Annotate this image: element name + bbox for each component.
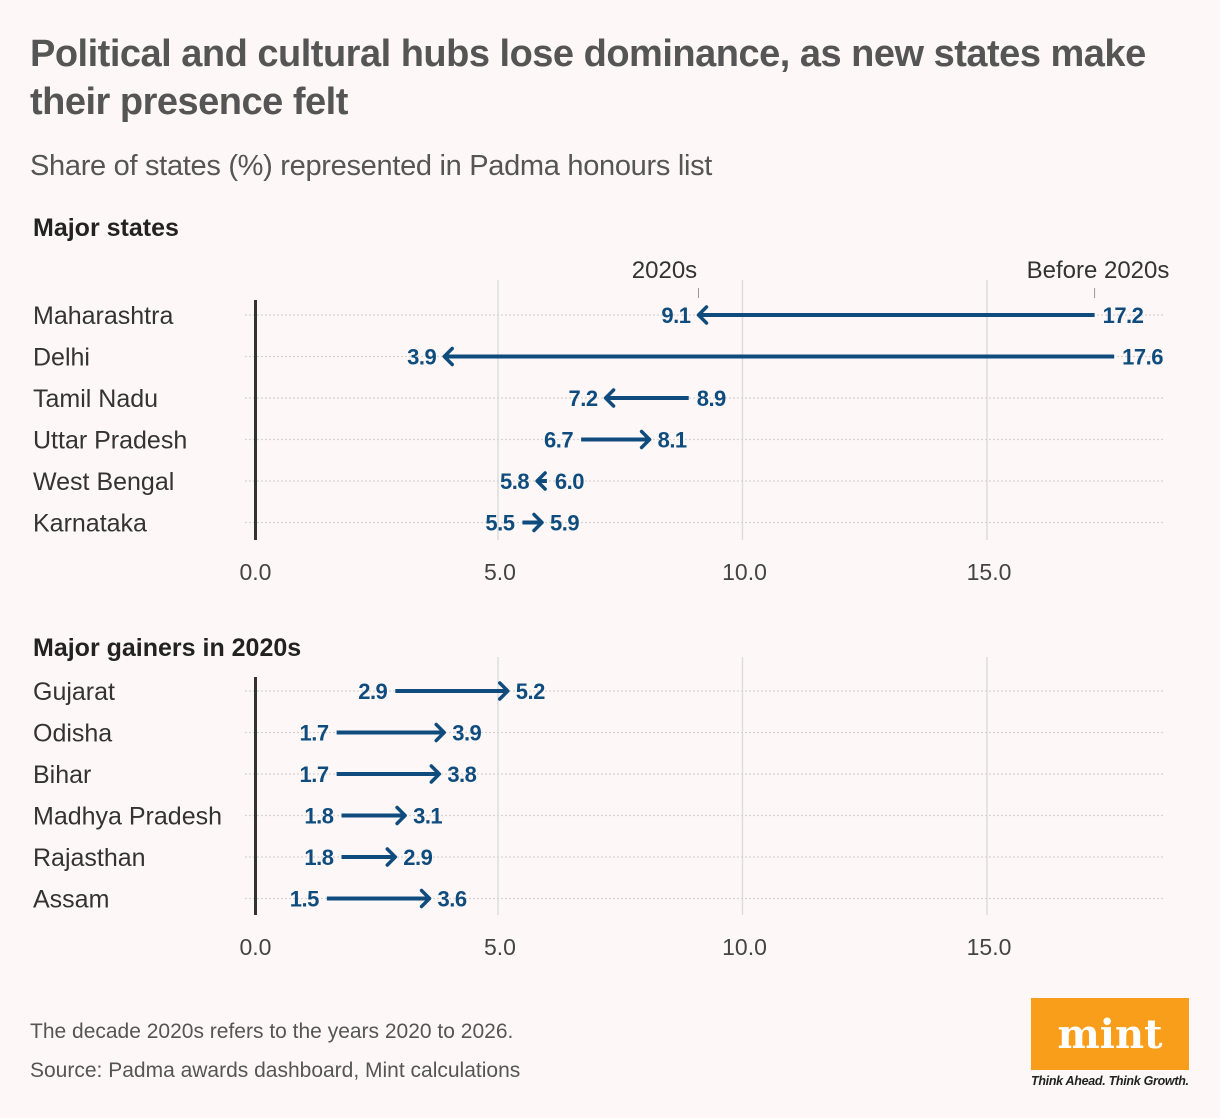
value-label-before-2020s: 1.7 (300, 762, 329, 787)
panel-title: Major gainers in 2020s (33, 634, 301, 662)
x-tick-label: 10.0 (722, 559, 767, 585)
category-label: Assam (33, 886, 109, 914)
value-label-before-2020s: 1.8 (304, 804, 333, 829)
category-label: Odisha (33, 720, 112, 748)
value-label-2020s: 5.2 (516, 679, 545, 704)
value-label-before-2020s: 17.6 (1122, 345, 1163, 370)
x-tick-label: 15.0 (967, 934, 1012, 960)
value-label-before-2020s: 1.5 (290, 887, 319, 912)
logo-tagline: Think Ahead. Think Growth. (1031, 1074, 1189, 1088)
value-label-2020s: 7.2 (568, 386, 597, 411)
arrow-head (434, 722, 446, 743)
x-tick-label: 0.0 (240, 934, 272, 960)
mint-logo: mint (1031, 998, 1189, 1070)
value-label-before-2020s: 2.9 (358, 679, 387, 704)
category-label: Gujarat (33, 678, 115, 706)
value-label-2020s: 5.8 (500, 469, 529, 494)
value-label-before-2020s: 17.2 (1103, 303, 1144, 328)
value-label-before-2020s: 6.7 (544, 428, 573, 453)
value-label-2020s: 8.1 (658, 428, 687, 453)
category-label: Rajasthan (33, 844, 146, 872)
value-label-2020s: 3.9 (452, 721, 481, 746)
value-label-before-2020s: 5.5 (485, 511, 514, 536)
x-tick-label: 0.0 (240, 559, 272, 585)
x-tick-label: 5.0 (484, 559, 516, 585)
category-label: Tamil Nadu (33, 385, 158, 413)
arrow-head (429, 764, 442, 784)
x-tick-label: 15.0 (967, 559, 1012, 585)
value-label-before-2020s: 8.9 (697, 386, 726, 411)
arrow-head (696, 305, 709, 325)
arrow-head (395, 805, 407, 826)
footnote: The decade 2020s refers to the years 202… (30, 1020, 514, 1043)
category-label: Maharashtra (33, 302, 173, 330)
category-label: Bihar (33, 761, 91, 789)
logo-text: mint (1057, 1010, 1163, 1058)
category-label: Karnataka (33, 510, 147, 538)
arrow-head (498, 681, 510, 701)
category-label: Delhi (33, 344, 90, 372)
arrow-head (385, 847, 398, 867)
arrow-head (419, 888, 432, 909)
value-label-before-2020s: 1.8 (304, 845, 333, 870)
chart-subtitle: Share of states (%) represented in Padma… (30, 150, 713, 182)
value-label-2020s: 3.8 (447, 762, 476, 787)
source-note: Source: Padma awards dashboard, Mint cal… (30, 1059, 521, 1082)
arrow-head (442, 346, 454, 367)
chart-title: Political and cultural hubs lose dominan… (30, 33, 1146, 123)
x-tick-label: 5.0 (484, 934, 516, 960)
value-label-2020s: 9.1 (661, 303, 690, 328)
legend-2020s: 2020s (632, 257, 697, 284)
value-label-before-2020s: 6.0 (555, 469, 584, 494)
value-label-2020s: 5.9 (550, 511, 579, 536)
value-label-2020s: 3.9 (407, 345, 436, 370)
panel-title: Major states (33, 214, 179, 242)
category-label: West Bengal (33, 468, 174, 496)
arrow-head (603, 388, 616, 408)
arrow-head (532, 512, 544, 533)
arrow-head (639, 429, 652, 450)
x-tick-label: 10.0 (722, 934, 767, 960)
category-label: Uttar Pradesh (33, 427, 187, 455)
value-label-2020s: 2.9 (403, 845, 432, 870)
arrow-head (535, 471, 547, 491)
value-label-2020s: 3.1 (413, 804, 442, 829)
legend-before-2020s: Before 2020s (1027, 257, 1170, 284)
value-label-2020s: 3.6 (438, 887, 467, 912)
value-label-before-2020s: 1.7 (300, 721, 329, 746)
category-label: Madhya Pradesh (33, 803, 222, 831)
